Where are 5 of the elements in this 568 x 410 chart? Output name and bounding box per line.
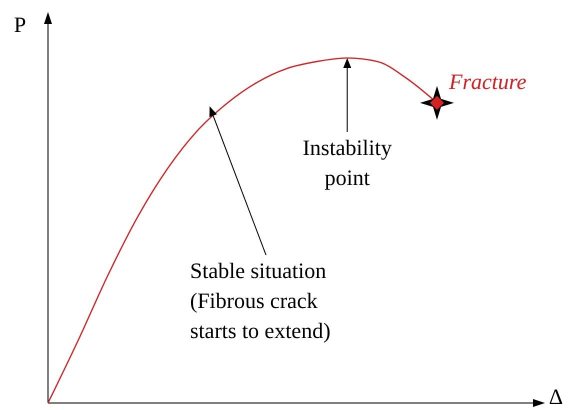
annotation: Instability point: [302, 135, 392, 190]
annotation: Fracture: [448, 68, 527, 94]
annotation: Stable situation (Fibrous crack starts to extend): [190, 258, 331, 343]
y-axis-title: P: [14, 12, 26, 37]
x-axis-title: Δ: [548, 384, 564, 409]
